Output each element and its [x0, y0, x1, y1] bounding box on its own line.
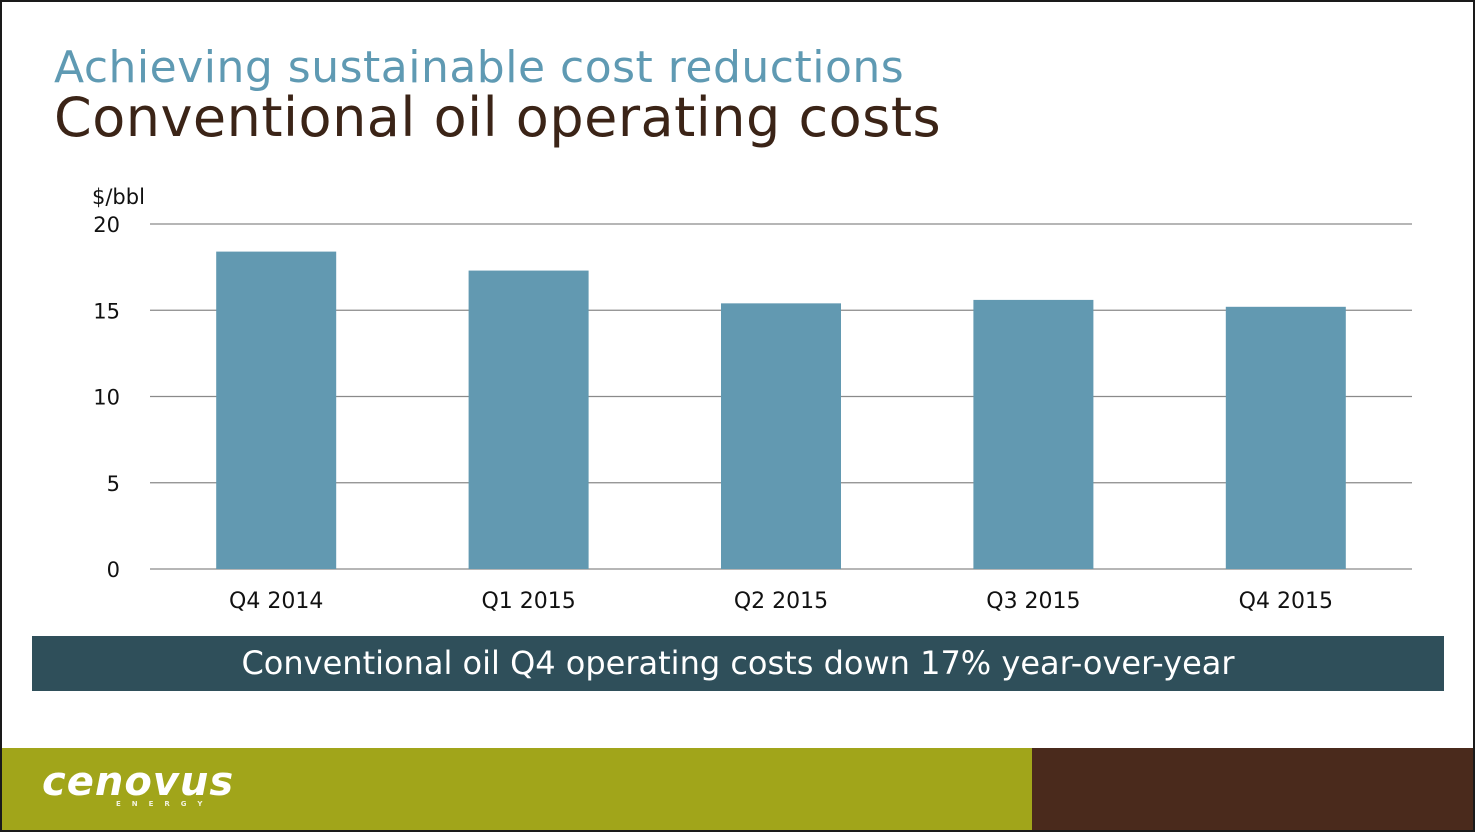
bar-q2-2015 — [721, 303, 841, 569]
x-tick-label: Q4 2015 — [1239, 589, 1333, 614]
y-tick-labels: 0 5 10 15 20 — [93, 213, 120, 582]
slide-subtitle: Achieving sustainable cost reductions — [54, 42, 905, 93]
footer-brown-band — [1032, 748, 1473, 830]
x-tick-label: Q4 2014 — [229, 589, 323, 614]
y-tick-label: 5 — [107, 472, 120, 496]
logo-subtext: ENERGY — [116, 800, 214, 808]
bar-q3-2015 — [973, 299, 1094, 569]
y-axis-label: $/bbl — [92, 185, 145, 209]
bar-q1-2015 — [468, 270, 589, 569]
slide-title: Conventional oil operating costs — [54, 86, 942, 149]
bar-q4-2015 — [1225, 306, 1346, 569]
y-tick-label: 20 — [93, 213, 120, 237]
bars — [216, 251, 1346, 569]
x-tick-labels: Q4 2014 Q1 2015 Q2 2015 Q3 2015 Q4 2015 — [229, 589, 1333, 614]
y-tick-label: 15 — [93, 299, 120, 323]
x-tick-label: Q1 2015 — [481, 589, 575, 614]
footer-olive-band — [2, 748, 1032, 830]
x-tick-label: Q2 2015 — [734, 589, 828, 614]
bar-q4-2014 — [216, 251, 337, 569]
y-tick-label: 10 — [93, 386, 120, 410]
y-tick-label: 0 — [107, 558, 120, 582]
logo-wordmark: cenovus — [42, 759, 235, 805]
x-tick-label: Q3 2015 — [986, 589, 1080, 614]
key-message-banner: Conventional oil Q4 operating costs down… — [32, 636, 1444, 691]
cenovus-logo: cenovus ENERGY — [42, 760, 242, 820]
